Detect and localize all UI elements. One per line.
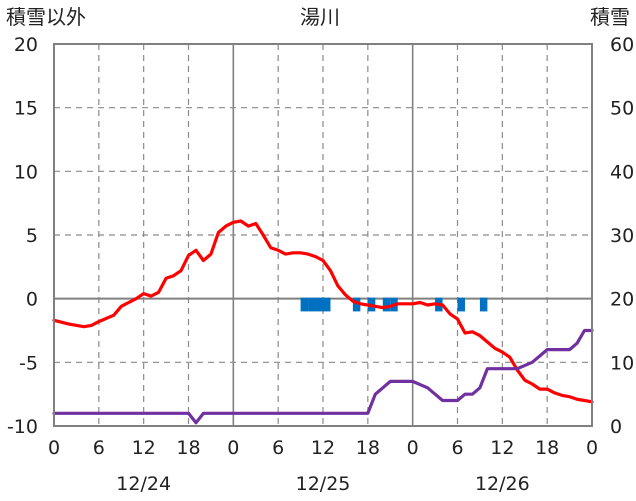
left-y-tick-label: 20 [14,34,38,56]
left-y-tick-label: -5 [19,352,38,374]
right-y-tick-label: 40 [610,161,634,183]
x-tick-label: 6 [451,437,463,459]
right-axis-label: 積雪 [590,5,630,29]
x-tick-label: 18 [176,437,200,459]
snow-depth-line [52,328,594,425]
precipitation-bar [457,297,465,312]
grid [54,44,592,426]
temperature-line [52,219,594,404]
precipitation-bar [323,297,331,312]
precipitation-bar [308,297,316,312]
x-tick-label: 12 [311,437,335,459]
plot-frame [53,43,593,427]
left-axis-label: 積雪以外 [6,5,86,29]
date-label: 12/24 [116,473,171,495]
x-tick-label: 18 [356,437,380,459]
left-y-tick-label: 15 [14,98,38,120]
left-y-tick-label: 0 [26,289,38,311]
right-y-tick-label: 60 [610,34,634,56]
chart-title: 湯川 [300,5,340,29]
left-y-tick-label: 5 [26,225,38,247]
right-y-tick-label: 30 [610,225,634,247]
left-y-tick-label: 10 [14,161,38,183]
x-tick-label: 12 [132,437,156,459]
x-tick-label: 18 [535,437,559,459]
right-y-tick-label: 10 [610,352,634,374]
x-tick-label: 0 [48,437,60,459]
right-y-tick-label: 50 [610,98,634,120]
left-y-tick-label: -10 [7,416,38,438]
right-y-tick-label: 20 [610,289,634,311]
precipitation-bar [352,297,361,312]
right-y-tick-label: 0 [610,416,622,438]
precipitation-bar [315,297,323,312]
precipitation-bar [479,297,488,312]
date-label: 12/25 [296,473,351,495]
date-label: 12/26 [475,473,530,495]
x-tick-label: 0 [227,437,239,459]
x-tick-label: 6 [272,437,284,459]
precipitation-bar [300,297,309,312]
x-tick-label: 6 [93,437,105,459]
x-tick-label: 0 [586,437,598,459]
x-tick-label: 0 [407,437,419,459]
x-tick-label: 12 [490,437,514,459]
series-lines [52,219,594,425]
precipitation-bar [382,297,391,312]
